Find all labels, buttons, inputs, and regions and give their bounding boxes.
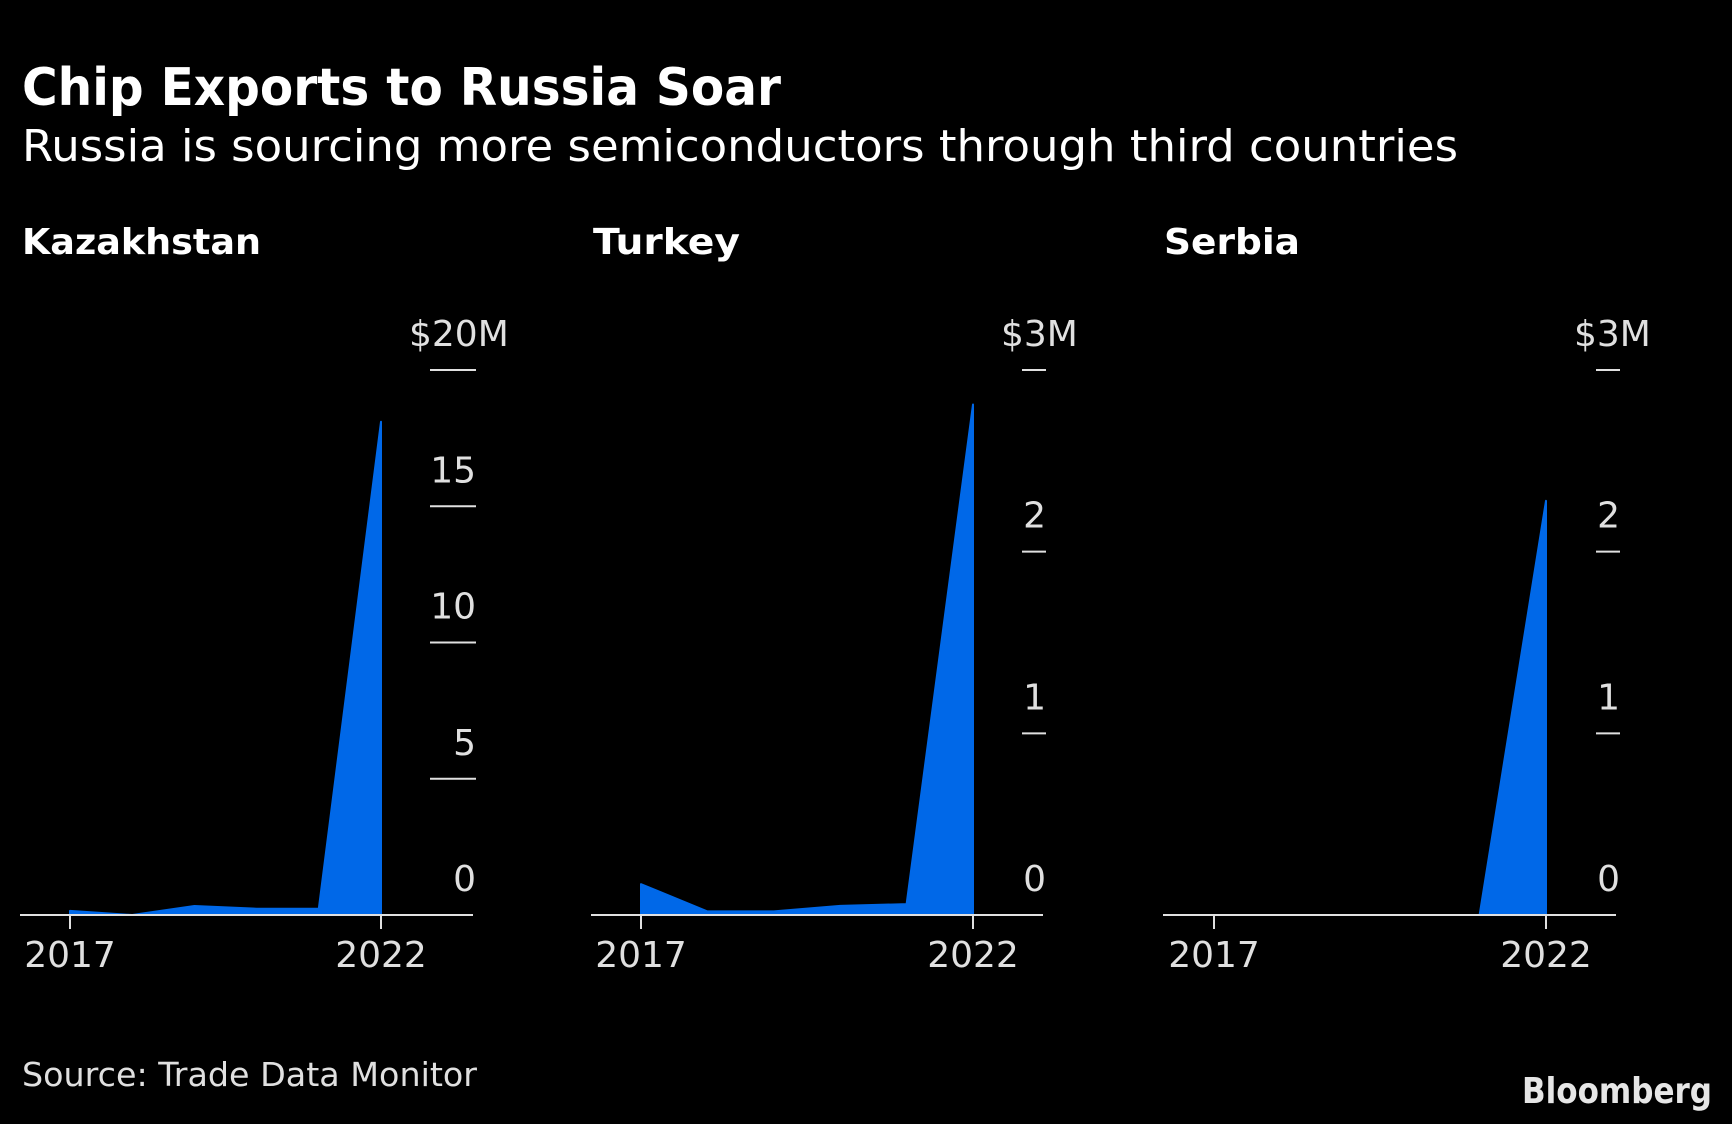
panel-title: Turkey [593, 222, 740, 263]
data-point [318, 908, 320, 910]
x-tick-label: 2017 [1168, 935, 1260, 976]
data-point [256, 908, 258, 910]
data-point [773, 910, 775, 912]
data-point [1545, 500, 1547, 502]
panel-turkey: Turkey 0 1 2 $3M 2017 2022 [591, 222, 1078, 976]
chart-subtitle: Russia is sourcing more semiconductors t… [22, 121, 1458, 172]
data-point [380, 421, 382, 423]
y-tick-label: 1 [1023, 677, 1046, 718]
chart-title: Chip Exports to Russia Soar [22, 58, 781, 118]
data-point [839, 905, 841, 907]
y-tick-label: $3M [1001, 314, 1078, 355]
y-tick-label: 5 [453, 723, 476, 764]
y-tick-label: $20M [409, 314, 509, 355]
y-tick-label: 0 [453, 859, 476, 900]
panel-title: Kazakhstan [22, 222, 261, 263]
x-tick-label: 2022 [1500, 935, 1592, 976]
x-tick-label: 2022 [335, 935, 427, 976]
data-point [193, 905, 195, 907]
y-tick-label: 2 [1597, 496, 1620, 537]
panel-kazakhstan: Kazakhstan 0 5 10 15 $20M 2017 2022 [20, 222, 509, 976]
x-tick-label: 2022 [927, 935, 1019, 976]
data-point [972, 404, 974, 406]
y-tick-label: $3M [1574, 314, 1651, 355]
y-tick-label: 0 [1023, 859, 1046, 900]
data-point [706, 910, 708, 912]
x-tick-label: 2017 [595, 935, 687, 976]
y-tick-label: 10 [430, 587, 476, 628]
panel-title: Serbia [1164, 222, 1300, 263]
y-tick-label: 2 [1023, 496, 1046, 537]
x-tick-label: 2017 [24, 935, 116, 976]
panel-serbia: Serbia 0 1 2 $3M 2017 2022 [1163, 222, 1651, 976]
y-tick-label: 0 [1597, 859, 1620, 900]
source-note: Source: Trade Data Monitor [22, 1055, 477, 1094]
y-tick-label: 15 [430, 450, 476, 491]
data-point [640, 883, 642, 885]
data-point [906, 903, 908, 905]
y-tick-label: 1 [1597, 677, 1620, 718]
bloomberg-logo: Bloomberg [1522, 1071, 1712, 1112]
data-point [69, 910, 71, 912]
